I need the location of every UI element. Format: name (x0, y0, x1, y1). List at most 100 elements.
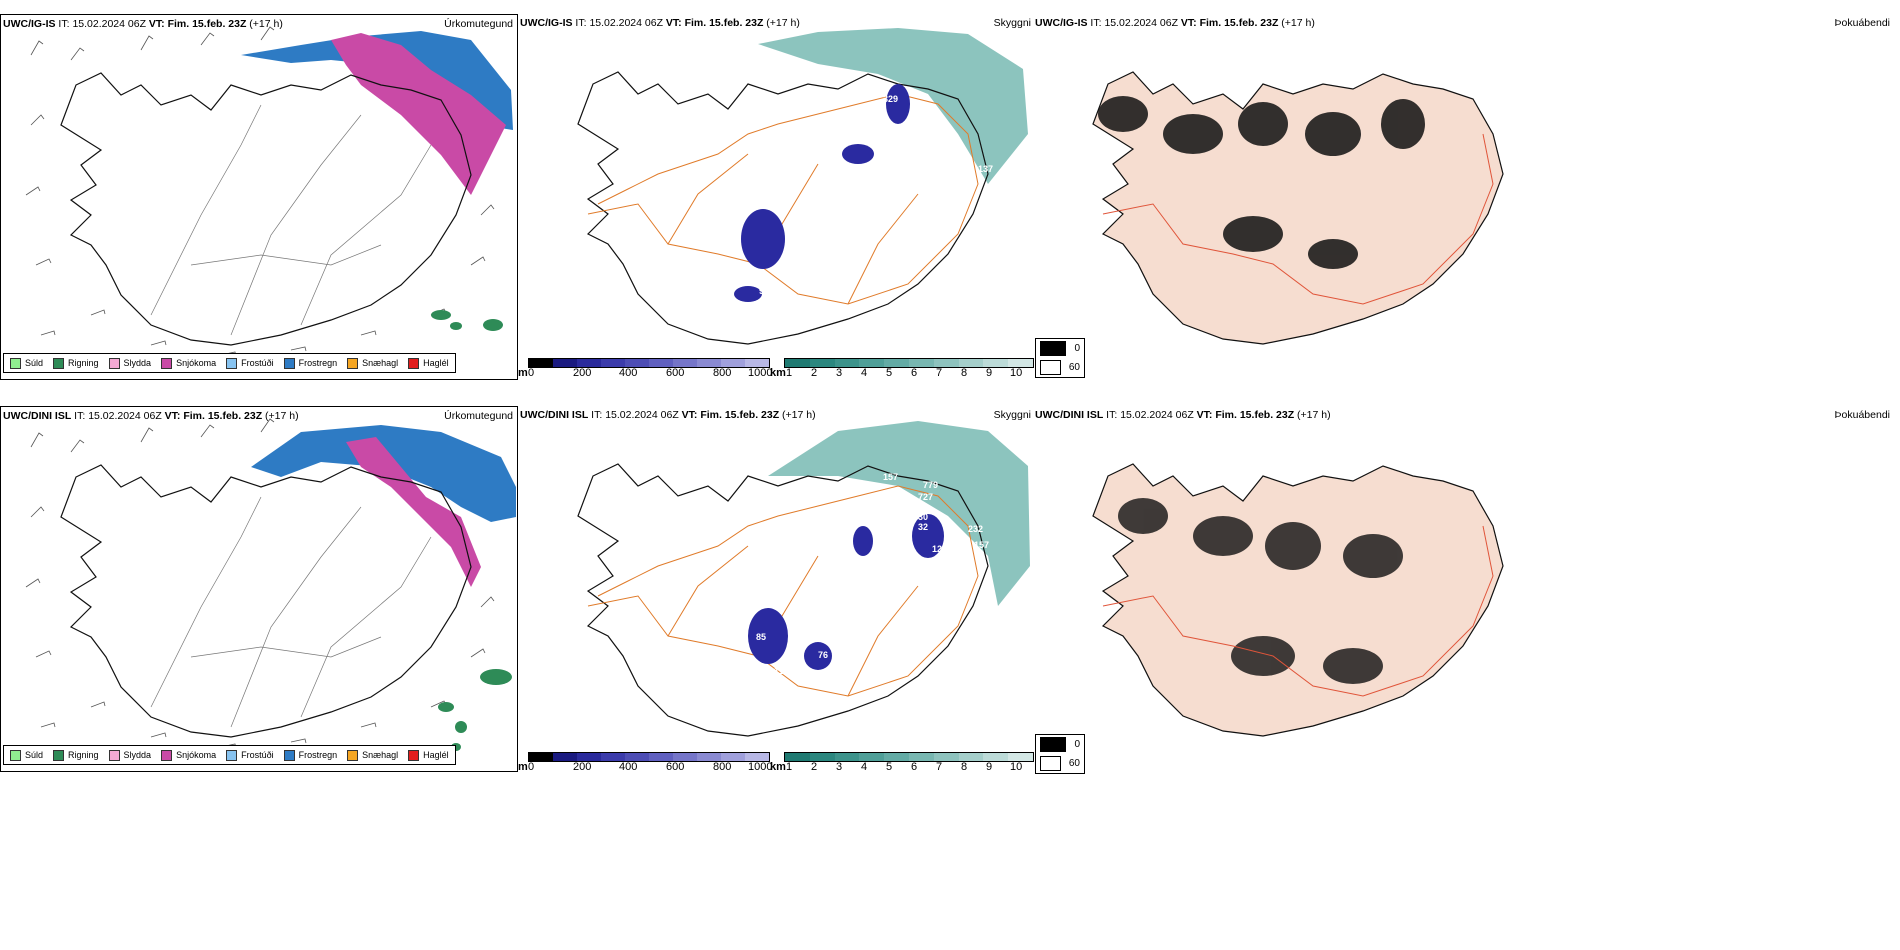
legend-item-snjokoma: Snjókoma (161, 749, 216, 761)
tick: 5 (886, 761, 893, 773)
visibility-colorbar-top: m 0 200 400 600 800 1000 km 1 2 3 4 5 6 … (518, 358, 1038, 379)
fog-high-patches (1118, 498, 1403, 684)
legend-item-slydda: Slydda (108, 357, 152, 369)
fog-legend-item: 60 (1036, 754, 1084, 773)
visibility-map-top (577, 28, 1028, 345)
tick: 800 (713, 761, 732, 773)
vis-label: 329 (883, 94, 899, 104)
legend-swatch (347, 749, 359, 761)
tick: 200 (573, 761, 592, 773)
unit-m: m (518, 761, 528, 773)
visibility-panel-bottom: UWC/DINI ISL IT: 15.02.2024 06Z VT: Fim.… (518, 406, 1033, 772)
panel-title: Skyggni (993, 409, 1031, 421)
legend-swatch (10, 357, 21, 369)
rain-patches (431, 310, 503, 331)
low-visibility-patches (748, 514, 944, 670)
panel-header: UWC/DINI ISL IT: 15.02.2024 06Z VT: Fim.… (3, 410, 299, 422)
road-network (587, 485, 979, 697)
roads (1102, 525, 1494, 697)
legend-swatch (408, 749, 420, 761)
fog-legend-label: 60 (1068, 758, 1080, 769)
freezing-rain-area (251, 425, 516, 522)
panel-title: Úrkomutegund (444, 18, 513, 30)
legend-swatch (226, 749, 238, 761)
tick: 10 (1010, 367, 1023, 379)
legend-item-frostregn: Frostregn (283, 357, 338, 369)
tick: 0 (528, 761, 535, 773)
tick: 1000 (748, 761, 773, 773)
tick: 9 (986, 761, 993, 773)
legend-swatch (108, 749, 120, 761)
tick: 1 (786, 367, 793, 379)
vis-label: 99 (733, 325, 744, 335)
fog-legend-top: 0 60 (1035, 338, 1085, 378)
legend-swatch (408, 357, 420, 369)
wind-barbs (25, 418, 495, 749)
panel-header: UWC/IG-IS IT: 15.02.2024 06Z VT: Fim. 15… (3, 18, 283, 30)
legend-item-rigning: Rigning (53, 749, 99, 761)
legend-label: Snæhagl (362, 750, 399, 760)
legend-item-sudl: Súld (10, 357, 44, 369)
legend-label: Frostregn (298, 750, 338, 760)
legend-swatch (10, 749, 21, 761)
fog-legend-label: 60 (1068, 362, 1080, 373)
vis-label: 76 (913, 112, 924, 122)
colorbar-meters (528, 358, 770, 368)
legend-item-haglel: Haglél (408, 749, 449, 761)
tick: 7 (936, 761, 943, 773)
wind-barbs (25, 26, 495, 357)
unit-km: km (770, 761, 786, 773)
legend-label: Frostúði (241, 750, 274, 760)
panel-header: UWC/DINI ISL IT: 15.02.2024 06Z VT: Fim.… (520, 409, 816, 421)
vis-label: 232 (968, 524, 984, 534)
legend-label: Snjókoma (176, 358, 217, 368)
fog-swatch (1040, 737, 1067, 752)
fog-panel-top: UWC/IG-IS IT: 15.02.2024 06Z VT: Fim. 15… (1033, 14, 1900, 380)
low-visibility-sea-area (758, 28, 1028, 184)
vis-label: 113 (774, 666, 789, 676)
fog-legend-item: 0 (1036, 735, 1084, 754)
legend-swatch (53, 357, 65, 369)
legend-label: Haglél (423, 358, 449, 368)
vis-label: 137 (978, 164, 994, 174)
vis-label: 30 (918, 512, 929, 522)
legend-item-frostudi: Frostúði (226, 749, 274, 761)
tick: 4 (861, 761, 868, 773)
vis-label: 727 (918, 492, 934, 502)
tick: 200 (573, 367, 592, 379)
legend-label: Slydda (123, 750, 152, 760)
legend-item-rigning: Rigning (53, 357, 99, 369)
tick: 8 (961, 761, 968, 773)
road-network (587, 93, 979, 305)
precip-type-panel-top: UWC/IG-IS IT: 15.02.2024 06Z VT: Fim. 15… (0, 14, 518, 380)
legend-label: Súld (25, 358, 44, 368)
vis-label: 93 (916, 124, 927, 134)
tick: 8 (961, 367, 968, 379)
vis-label: 120 (744, 350, 760, 360)
iceland-coastline (577, 463, 989, 737)
panel-title: Úrkomutegund (444, 410, 513, 422)
legend-label: Rigning (68, 358, 99, 368)
legend-item-snaehagl: Snæhagl (347, 357, 399, 369)
fog-map-bottom (1092, 463, 1504, 737)
tick: 9 (986, 367, 993, 379)
tick: 2 (811, 761, 818, 773)
tick: 400 (619, 367, 638, 379)
legend-label: Slydda (123, 358, 152, 368)
colorbar-km (784, 358, 1034, 368)
rivers (150, 104, 432, 336)
low-visibility-patches (734, 84, 910, 302)
fog-legend-item: 0 (1036, 339, 1084, 358)
precip-type-panel-bottom: UWC/DINI ISL IT: 15.02.2024 06Z VT: Fim.… (0, 406, 518, 772)
legend-label: Haglél (423, 750, 449, 760)
vis-label: 157 (883, 472, 899, 482)
fog-legend-item: 60 (1036, 358, 1084, 377)
legend-swatch (283, 749, 295, 761)
legend-label: Frostregn (298, 358, 338, 368)
unit-km: km (770, 367, 786, 379)
unit-m: m (518, 367, 528, 379)
legend-item-slydda: Slydda (108, 749, 152, 761)
panel-title: Skyggni (993, 17, 1031, 29)
legend-swatch (161, 749, 173, 761)
legend-label: Snæhagl (362, 358, 399, 368)
